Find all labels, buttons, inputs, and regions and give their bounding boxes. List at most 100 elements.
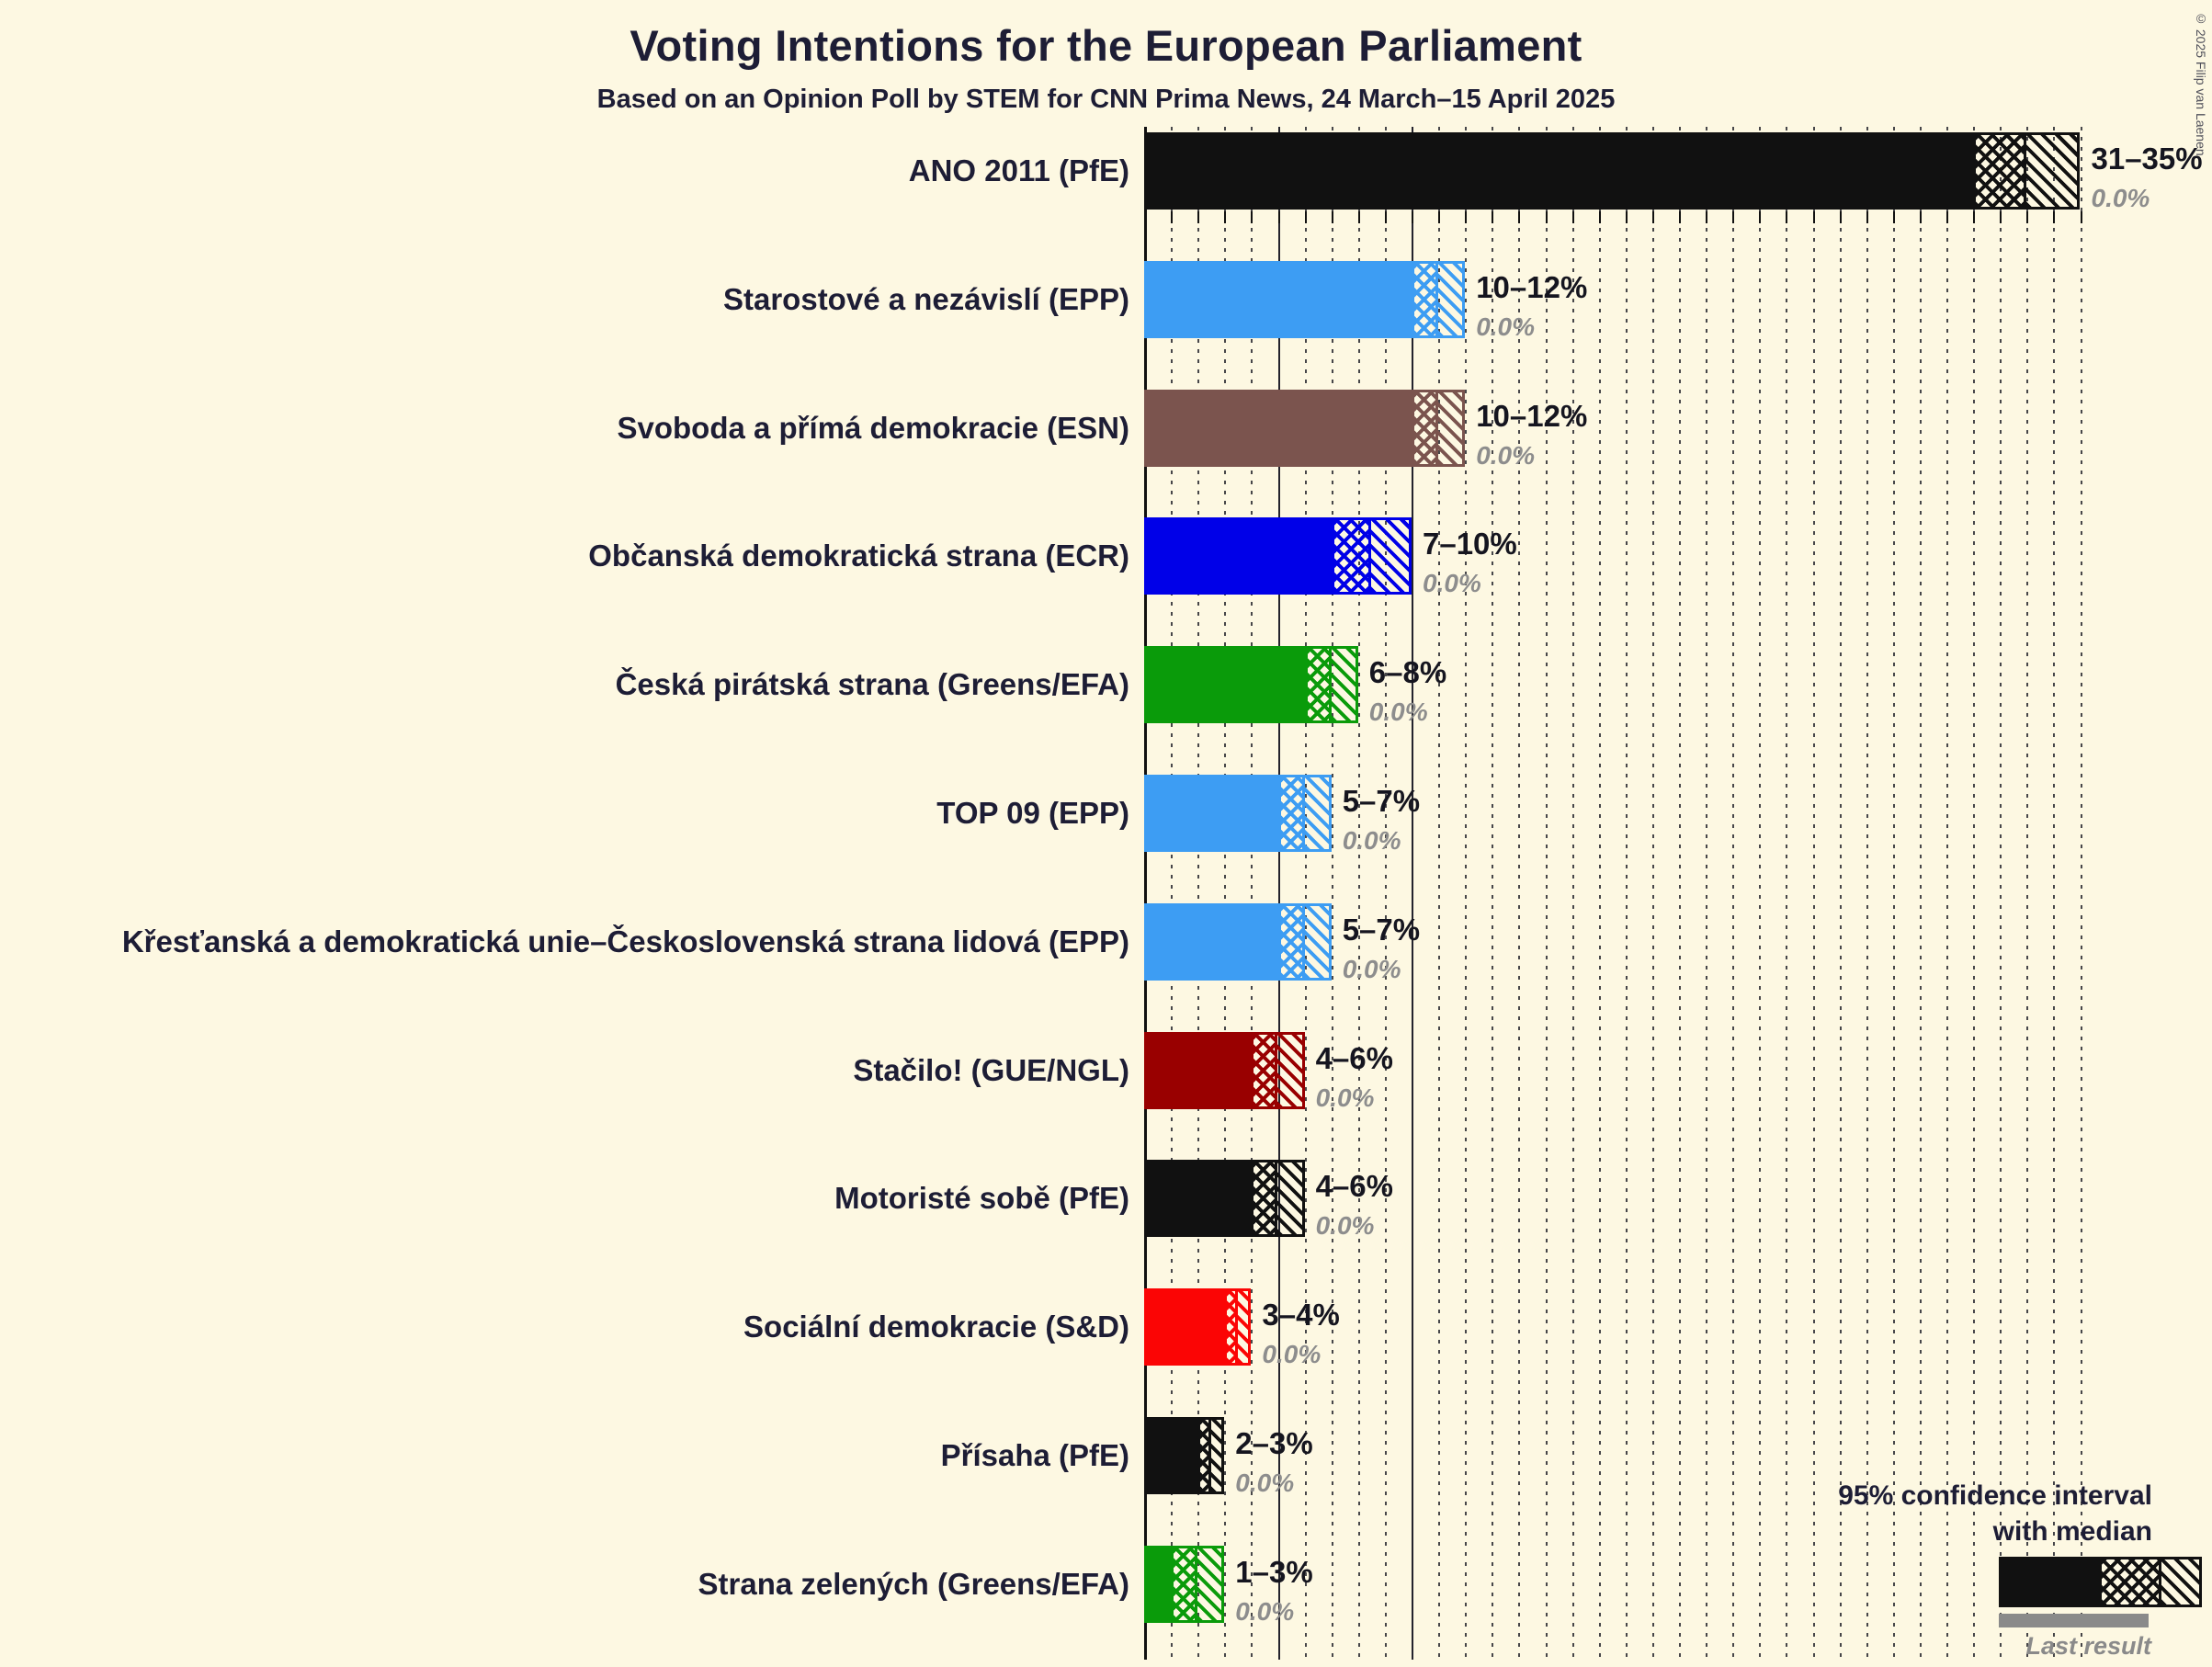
party-bar (1144, 1417, 1225, 1494)
dotted-gridline (1465, 127, 1468, 1660)
scale-tick (1518, 211, 1521, 223)
scale-tick (1171, 211, 1174, 223)
scale-tick (1651, 211, 1654, 223)
bar-solid-segment (1144, 389, 1412, 467)
last-result-label: 0.0% (1368, 697, 1428, 727)
scale-tick (1786, 211, 1788, 223)
dotted-gridline (1331, 127, 1333, 1660)
last-result-label: 0.0% (1423, 569, 1481, 598)
bar-solid-segment (1144, 646, 1305, 724)
dotted-gridline (2080, 127, 2082, 1660)
last-result-label: 0.0% (1342, 826, 1401, 855)
bar-solid-segment (1144, 1160, 1252, 1238)
dotted-gridline (1304, 127, 1307, 1660)
bar-annotation: 3–4% 0.0% (1262, 1298, 1339, 1369)
party-label: Přísaha (PfE) (940, 1438, 1129, 1472)
bar-annotation: 6–8% 0.0% (1369, 655, 1446, 727)
scale-tick (1625, 211, 1628, 223)
bar-crosshatch-segment (1224, 1288, 1238, 1366)
bar-crosshatch-segment (1973, 132, 2027, 210)
bar-crosshatch-segment (1171, 1545, 1198, 1623)
party-label: Motoristé sobě (PfE) (834, 1181, 1129, 1216)
scale-tick (1839, 211, 1842, 223)
dotted-gridline (1839, 127, 1842, 1660)
legend-ci-text: 95% confidence interval with median (1838, 1478, 2152, 1549)
legend-diagonal-hatch-segment (2161, 1557, 2202, 1607)
scale-tick (1866, 211, 1868, 223)
dotted-gridline (1357, 127, 1360, 1660)
range-label: 5–7% (1342, 912, 1421, 947)
dotted-gridline (1919, 127, 1922, 1660)
solid-gridline (1412, 127, 1413, 1660)
party-bar (1144, 775, 1332, 852)
bar-diagonal-hatch-segment (1277, 1031, 1305, 1109)
chart-title: Voting Intentions for the European Parli… (630, 21, 1582, 70)
range-label: 1–3% (1235, 1554, 1313, 1589)
scale-tick (1412, 211, 1413, 223)
dotted-gridline (1786, 127, 1788, 1660)
party-bar (1144, 1288, 1252, 1366)
bar-solid-segment (1144, 260, 1412, 338)
party-bar (1144, 646, 1358, 724)
dotted-gridline (1571, 127, 1574, 1660)
party-label: ANO 2011 (PfE) (908, 153, 1129, 187)
scale-tick (1892, 211, 1895, 223)
last-result-label: 0.0% (1315, 1211, 1375, 1241)
bar-annotation: 7–10% 0.0% (1423, 527, 1517, 598)
legend-last-result-bar (1999, 1614, 2149, 1627)
bar-solid-segment (1144, 1031, 1252, 1109)
legend-solid-segment (1999, 1557, 2099, 1607)
party-bar (1144, 389, 1466, 467)
last-result-label: 0.0% (1262, 1340, 1322, 1369)
bar-diagonal-hatch-segment (1371, 517, 1412, 595)
dotted-gridline (1866, 127, 1868, 1660)
bar-diagonal-hatch-segment (1304, 902, 1332, 981)
scale-tick (1251, 211, 1253, 223)
last-result-label: 0.0% (1235, 1469, 1295, 1497)
bar-diagonal-hatch-segment (2026, 132, 2081, 210)
party-bar (1144, 517, 1412, 595)
dotted-gridline (1651, 127, 1654, 1660)
dotted-gridline (1224, 127, 1227, 1660)
party-bar (1144, 902, 1332, 981)
scale-tick (1571, 211, 1574, 223)
dotted-gridline (2000, 127, 2002, 1660)
dotted-gridline (1545, 127, 1548, 1660)
dotted-gridline (1973, 127, 1976, 1660)
party-label: Starostové a nezávislí (EPP) (722, 281, 1129, 316)
bar-crosshatch-segment (1197, 1417, 1211, 1494)
bar-crosshatch-segment (1304, 646, 1332, 724)
scale-tick (1598, 211, 1601, 223)
party-label: Česká pirátská strana (Greens/EFA) (615, 667, 1129, 702)
dotted-gridline (2053, 127, 2056, 1660)
bar-annotation: 31–35% 0.0% (2092, 142, 2203, 213)
range-label: 10–12% (1476, 398, 1588, 433)
scale-tick (1492, 211, 1494, 223)
scale-tick (2026, 211, 2029, 223)
party-bar (1144, 1545, 1225, 1623)
dotted-gridline (1492, 127, 1494, 1660)
legend-ci-line1: 95% confidence interval (1838, 1480, 2152, 1511)
dotted-gridline (1892, 127, 1895, 1660)
scale-tick (1732, 211, 1735, 223)
dotted-gridline (1384, 127, 1387, 1660)
bar-annotation: 4–6% 0.0% (1316, 1041, 1393, 1113)
dotted-gridline (1518, 127, 1521, 1660)
range-label: 5–7% (1342, 784, 1421, 818)
dotted-gridline (1598, 127, 1601, 1660)
scale-tick (2080, 211, 2082, 223)
solid-gridline (1277, 127, 1280, 1660)
scale-tick (1331, 211, 1333, 223)
bar-crosshatch-segment (1277, 902, 1305, 981)
bar-diagonal-hatch-segment (1304, 775, 1332, 852)
bar-solid-segment (1144, 517, 1332, 595)
scale-tick (1277, 211, 1280, 223)
bar-solid-segment (1144, 902, 1278, 981)
bar-solid-segment (1144, 1288, 1225, 1366)
legend-sample-bar (1999, 1557, 2202, 1607)
last-result-label: 0.0% (1235, 1596, 1295, 1626)
dotted-gridline (1759, 127, 1762, 1660)
